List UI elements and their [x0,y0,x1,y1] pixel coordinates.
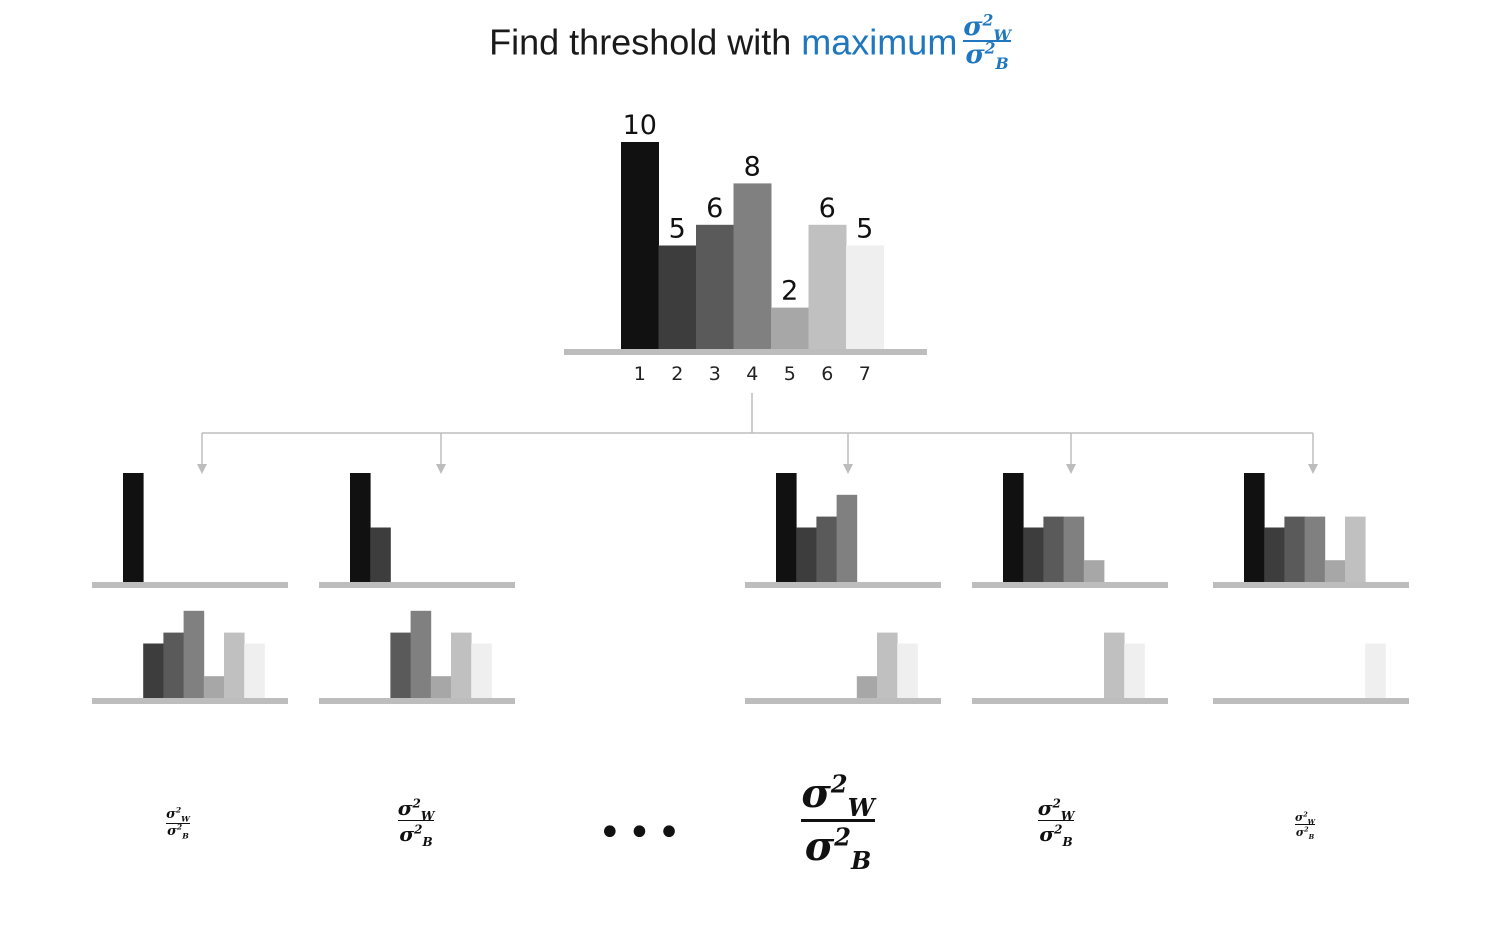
split-upper-baseline [972,582,1168,588]
arrow-head-icon [843,464,853,474]
split-upper-bar [1083,560,1105,582]
split-lower-baseline [972,698,1168,704]
split-upper-bar [776,473,797,582]
main-bar [621,142,659,349]
split-lower-bar [856,676,878,698]
ratio-label: σ2W σ2B [166,805,190,841]
bar-value-label: 10 [623,110,657,141]
split-upper-bar [836,494,858,582]
split-upper-bar [1324,560,1346,582]
title-ratio: σ2W σ2B [963,10,1011,74]
x-tick-label: 1 [634,363,646,385]
split-upper-baseline [745,582,941,588]
split-lower-bar [451,632,472,698]
split-lower-bar [203,676,225,698]
split-upper-bar [1284,516,1305,582]
split-lower-baseline [92,698,288,704]
bar-value-label: 2 [781,276,798,307]
main-bar [696,224,734,349]
title: Find threshold with maximum σ2W σ2B [0,12,1500,72]
split-lower-baseline [319,698,515,704]
split-upper-bar [796,527,817,582]
split-lower-bar [390,632,411,698]
title-ratio-numerator: σ2W [963,10,1011,46]
split-upper-bar [123,473,144,582]
title-ratio-denominator: σ2B [965,38,1009,74]
split-lower-bar [430,676,452,698]
split-lower-bar [410,610,432,698]
split-upper-bar [1063,516,1085,582]
bar-value-label: 5 [669,214,686,245]
title-accent: maximum [801,21,958,63]
split-lower-bar [1124,643,1145,698]
split-upper-bar [350,473,371,582]
split-upper-bar [816,516,837,582]
ratio-label: σ2W σ2B [1037,796,1075,849]
split-upper-bar [1043,516,1064,582]
split-lower-bar [143,643,164,698]
split-upper-bar [370,527,391,582]
ratio-label: σ2W σ2B [1294,810,1316,841]
main-bar [658,245,697,349]
split-lower-bar [471,643,492,698]
split-lower-bar [897,643,918,698]
arrow-head-icon [1308,464,1318,474]
split-upper-baseline [319,582,515,588]
main-bar [733,183,772,349]
x-tick-label: 4 [746,363,758,385]
split-upper-bar [1003,473,1024,582]
split-upper-bar [1304,516,1326,582]
split-upper-baseline [1213,582,1409,588]
x-tick-label: 2 [671,363,683,385]
x-tick-label: 6 [821,363,833,385]
main-bar [771,307,809,349]
split-lower-bar [183,610,205,698]
split-lower-baseline [1213,698,1409,704]
split-upper-baseline [92,582,288,588]
split-lower-bar [244,643,265,698]
ratio-label: σ2W σ2B [397,796,435,849]
split-upper-bar [1264,527,1285,582]
split-lower-bar [1104,632,1125,698]
main-bar [846,245,884,349]
x-tick-label: 3 [709,363,721,385]
split-lower-bar [163,632,184,698]
arrow-head-icon [1066,464,1076,474]
bar-value-label: 6 [706,193,723,224]
ratio-label: σ2W σ2B [801,769,875,875]
main-bar [808,224,847,349]
ellipsis: ••• [598,810,687,856]
split-lower-baseline [745,698,941,704]
bar-value-label: 5 [856,214,873,245]
split-upper-bar [1023,527,1044,582]
split-lower-bar [224,632,245,698]
split-upper-bar [1244,473,1265,582]
x-tick-label: 5 [784,363,796,385]
split-upper-bar [1345,516,1366,582]
bar-value-label: 8 [744,151,761,182]
split-lower-bar [1365,643,1386,698]
bar-value-label: 6 [819,193,836,224]
x-tick-label: 7 [859,363,871,385]
arrow-head-icon [436,464,446,474]
title-text: Find threshold with [489,21,802,63]
main-baseline [564,349,927,355]
split-lower-bar [877,632,898,698]
arrow-head-icon [197,464,207,474]
